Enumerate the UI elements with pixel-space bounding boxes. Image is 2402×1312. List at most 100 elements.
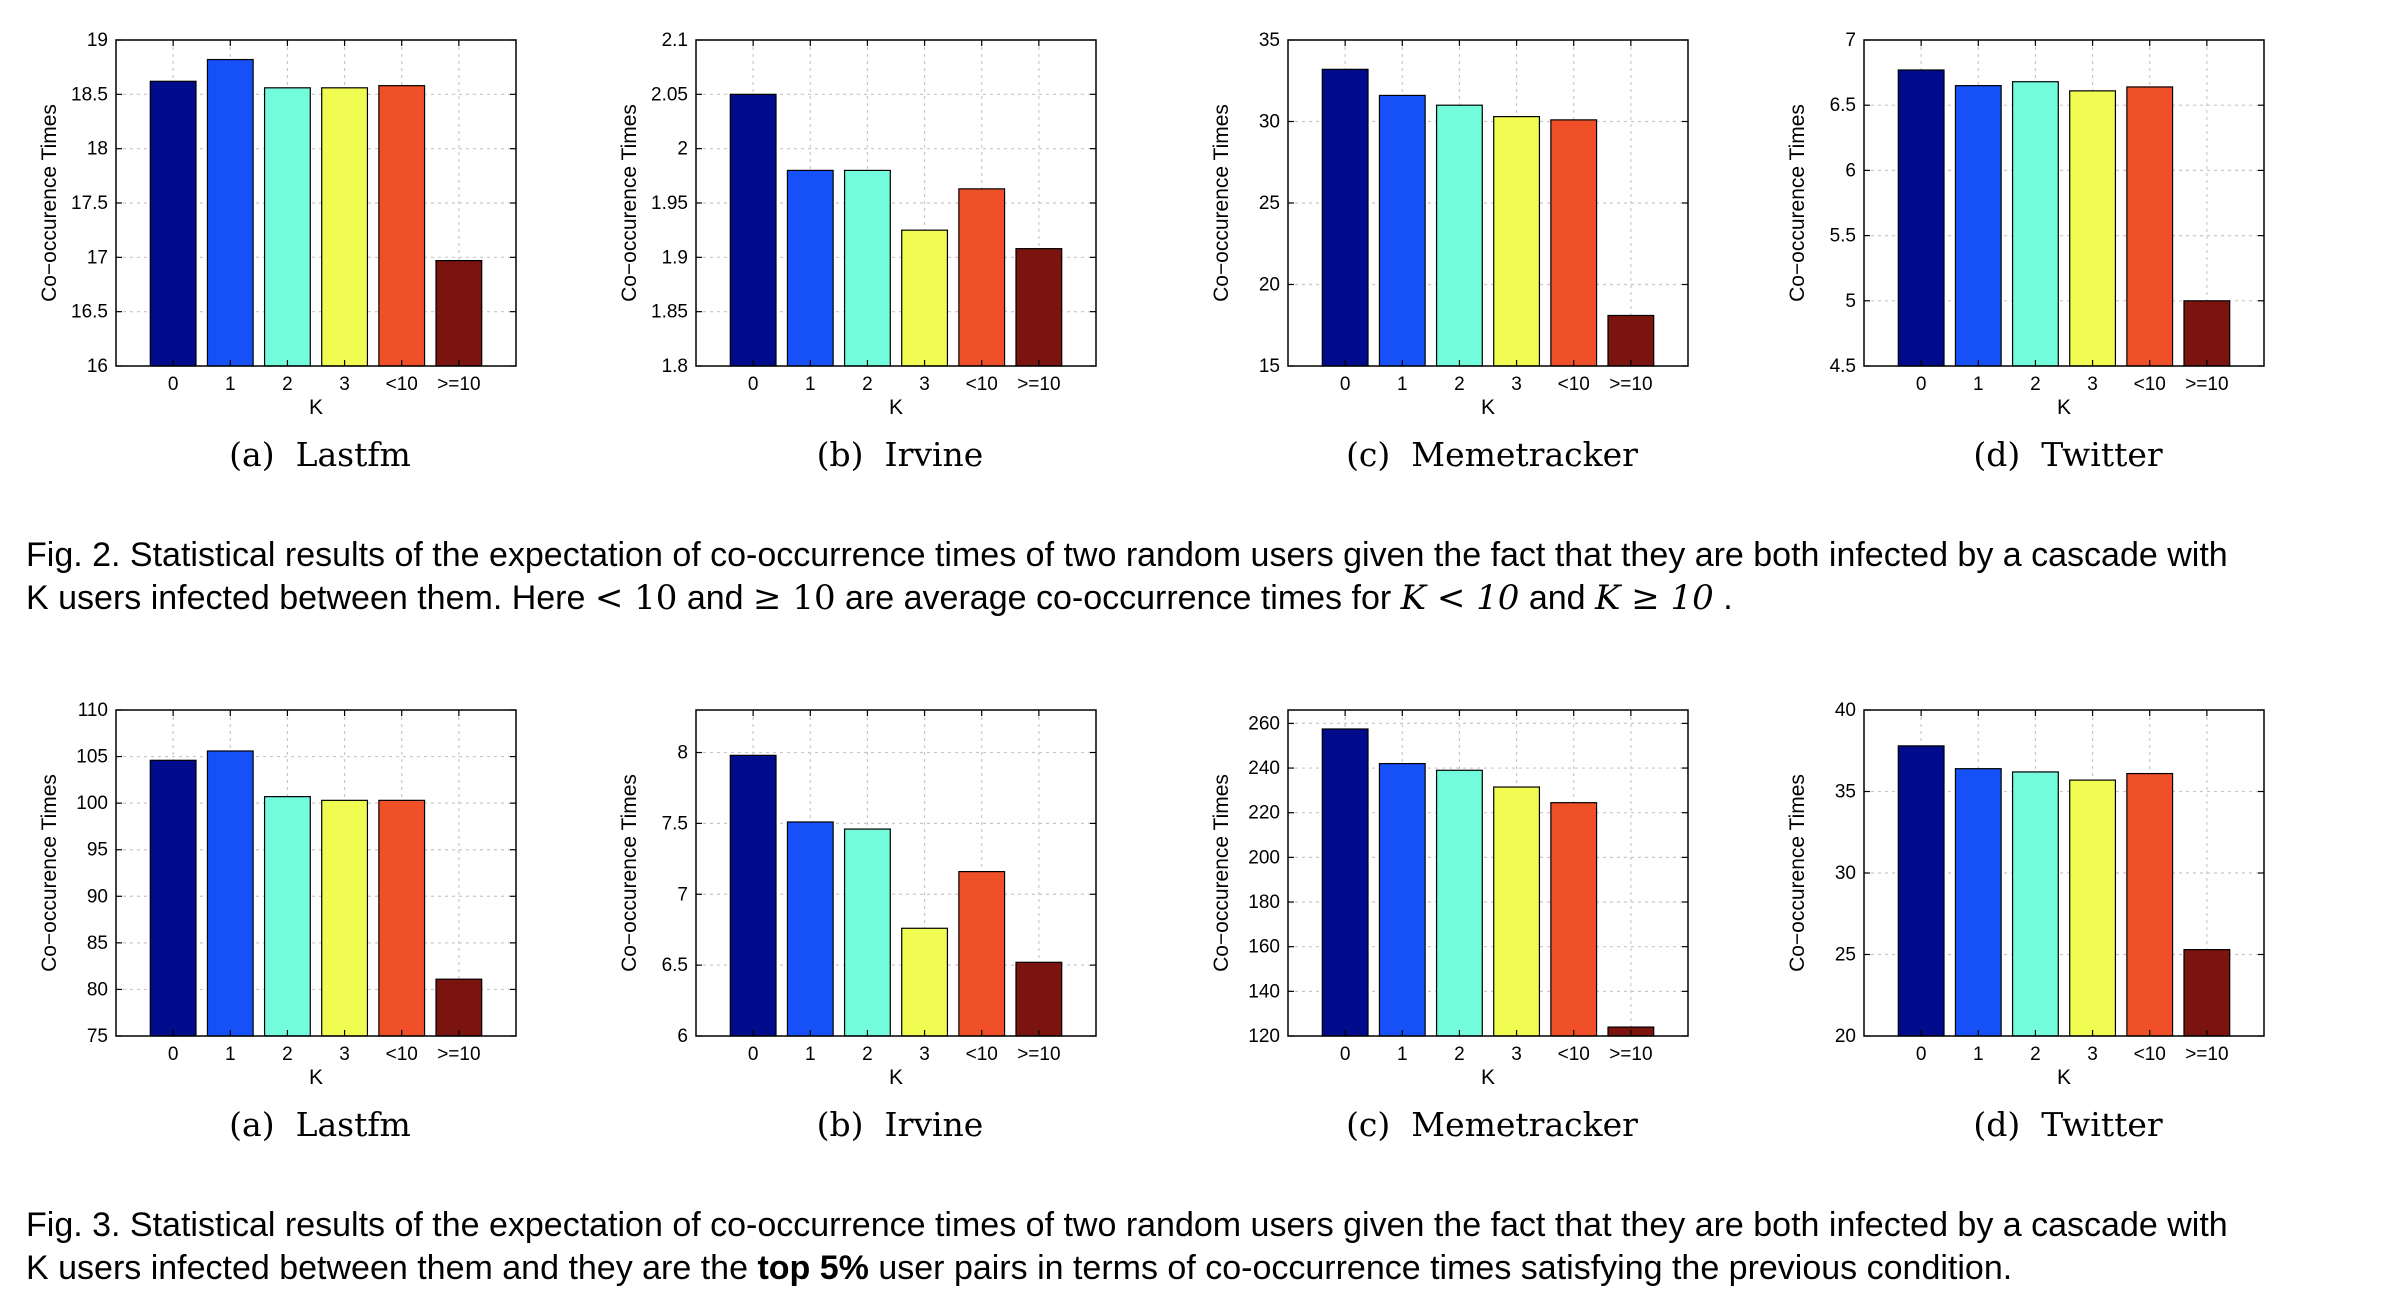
subfigure-caption: (a) Lastfm bbox=[20, 1105, 620, 1144]
chart-panel: 120 140 160 180 200 220 240 260 0 1 2 3 <10 >=10 K Co−o… bbox=[1192, 690, 1792, 1150]
caption-text: and bbox=[677, 579, 754, 617]
y-tick-label: 2.05 bbox=[651, 84, 688, 105]
x-tick-label: 1 bbox=[1973, 374, 1984, 395]
bar bbox=[2069, 779, 2117, 1037]
bar bbox=[1897, 69, 1945, 367]
x-tick-label: 0 bbox=[748, 1044, 759, 1065]
bar bbox=[1897, 745, 1945, 1037]
x-tick-label: 3 bbox=[2087, 1044, 2098, 1065]
chart-svg: 120 140 160 180 200 220 240 260 0 1 2 3 <10 >=10 K Co−o… bbox=[1210, 709, 1689, 1089]
bar bbox=[263, 796, 311, 1037]
y-tick-label: 120 bbox=[1248, 1026, 1280, 1047]
y-axis-label: Co−occurence Times bbox=[1786, 774, 1809, 972]
x-axis-label: K bbox=[889, 1066, 903, 1089]
x-tick-label: 0 bbox=[1916, 374, 1927, 395]
subfigure-caption: (d) Twitter bbox=[1768, 435, 2368, 474]
x-tick-label: 2 bbox=[862, 374, 873, 395]
bar bbox=[2126, 86, 2174, 367]
bar bbox=[2011, 771, 2059, 1037]
y-tick-label: 7 bbox=[677, 884, 688, 905]
bar bbox=[843, 828, 891, 1037]
y-tick-label: 100 bbox=[76, 793, 108, 814]
bar bbox=[729, 93, 777, 367]
bar bbox=[2183, 949, 2231, 1037]
caption-math: K ≥ 10 bbox=[1595, 578, 1714, 618]
y-axis-label: Co−occurence Times bbox=[1210, 774, 1233, 972]
x-tick-label: 3 bbox=[919, 1044, 930, 1065]
subfigure-label: (d) bbox=[1973, 1105, 2021, 1144]
chart-panel: 1.8 1.85 1.9 1.95 2 2.05 2.1 0 1 2 3 <10 >=10 K Co−occ… bbox=[600, 20, 1200, 480]
x-axis-label: K bbox=[1481, 1066, 1495, 1089]
bar bbox=[1493, 116, 1541, 367]
x-tick-label: 0 bbox=[168, 1044, 179, 1065]
y-tick-label: 6 bbox=[1845, 160, 1856, 181]
x-tick-label: 1 bbox=[225, 374, 236, 395]
y-tick-label: 16.5 bbox=[71, 302, 108, 323]
figure-caption-fig2: Fig. 2. Statistical results of the expec… bbox=[26, 534, 2396, 620]
y-tick-label: 17.5 bbox=[71, 193, 108, 214]
y-tick-label: 25 bbox=[1259, 193, 1280, 214]
chart-svg: 16 16.5 17 17.5 18 18.5 19 0 1 2 3 <10 >=10 K Co−occur… bbox=[38, 30, 517, 419]
x-tick-label: 3 bbox=[1511, 1044, 1522, 1065]
subfigure-label: (a) bbox=[229, 435, 275, 474]
y-tick-label: 105 bbox=[76, 747, 108, 768]
y-tick-label: 75 bbox=[87, 1026, 108, 1047]
x-tick-label: 3 bbox=[919, 374, 930, 395]
y-tick-label: 85 bbox=[87, 933, 108, 954]
chart-panel: 16 16.5 17 17.5 18 18.5 19 0 1 2 3 <10 >=10 K Co−occur… bbox=[20, 20, 620, 480]
chart-panel: 15 20 25 30 35 0 1 2 3 <10 >=10 K Co−occurence Times… bbox=[1192, 20, 1792, 480]
y-tick-label: 180 bbox=[1248, 892, 1280, 913]
x-tick-label: 0 bbox=[1340, 374, 1351, 395]
bar bbox=[1015, 961, 1063, 1037]
chart-svg: 75 80 85 90 95 100 105 110 0 1 2 3 <10 >=10 K Co−occure… bbox=[38, 700, 517, 1089]
bar bbox=[1954, 85, 2002, 367]
y-tick-label: 40 bbox=[1835, 700, 1856, 721]
y-axis-label: Co−occurence Times bbox=[38, 774, 61, 972]
x-tick-label: 1 bbox=[1397, 1044, 1408, 1065]
y-tick-label: 20 bbox=[1259, 275, 1280, 296]
subfigure-caption: (c) Memetracker bbox=[1192, 435, 1792, 474]
x-tick-label: 0 bbox=[748, 374, 759, 395]
bar bbox=[263, 87, 311, 367]
y-tick-label: 7.5 bbox=[662, 813, 688, 834]
x-tick-label: >=10 bbox=[1609, 1044, 1652, 1065]
y-tick-label: 18.5 bbox=[71, 84, 108, 105]
chart-panel: 20 25 30 35 40 0 1 2 3 <10 >=10 K Co−occurence Times… bbox=[1768, 690, 2368, 1150]
bar bbox=[206, 750, 254, 1037]
y-tick-label: 6.5 bbox=[1830, 95, 1856, 116]
axes-frame bbox=[115, 709, 517, 1037]
x-tick-label: >=10 bbox=[437, 374, 480, 395]
caption-math: < 10 bbox=[594, 578, 678, 618]
y-axis-label: Co−occurence Times bbox=[1210, 104, 1233, 302]
caption-math: K < 10 bbox=[1400, 578, 1520, 618]
bar bbox=[2011, 81, 2059, 367]
x-axis-label: K bbox=[1481, 396, 1495, 419]
bar bbox=[958, 870, 1006, 1037]
chart-panel: 75 80 85 90 95 100 105 110 0 1 2 3 <10 >=10 K Co−occure… bbox=[20, 690, 620, 1150]
subfigure-label: (b) bbox=[816, 1105, 864, 1144]
x-tick-label: <10 bbox=[386, 1044, 418, 1065]
bar bbox=[2126, 772, 2174, 1037]
y-tick-label: 35 bbox=[1259, 30, 1280, 51]
y-tick-label: 15 bbox=[1259, 356, 1280, 377]
bar bbox=[1493, 786, 1541, 1037]
y-tick-label: 6 bbox=[677, 1026, 688, 1047]
y-axis-label: Co−occurence Times bbox=[38, 104, 61, 302]
bar bbox=[1954, 768, 2002, 1037]
subfigure-caption: (a) Lastfm bbox=[20, 435, 620, 474]
bar bbox=[1321, 728, 1369, 1037]
x-tick-label: <10 bbox=[966, 374, 998, 395]
caption-line: K users infected between them and they a… bbox=[26, 1247, 2396, 1290]
bar bbox=[1550, 802, 1598, 1037]
caption-line: Fig. 2. Statistical results of the expec… bbox=[26, 536, 2228, 574]
bar bbox=[2183, 300, 2231, 367]
bar bbox=[1378, 94, 1426, 367]
y-tick-label: 1.85 bbox=[651, 302, 688, 323]
bar bbox=[1378, 762, 1426, 1037]
y-tick-label: 140 bbox=[1248, 981, 1280, 1002]
axes-frame bbox=[695, 709, 1097, 1037]
subfigure-name: Lastfm bbox=[295, 1105, 411, 1144]
caption-line: K users infected between them. Here < 10… bbox=[26, 577, 2396, 620]
subfigure-caption: (d) Twitter bbox=[1768, 1105, 2368, 1144]
x-axis-label: K bbox=[2057, 1066, 2071, 1089]
